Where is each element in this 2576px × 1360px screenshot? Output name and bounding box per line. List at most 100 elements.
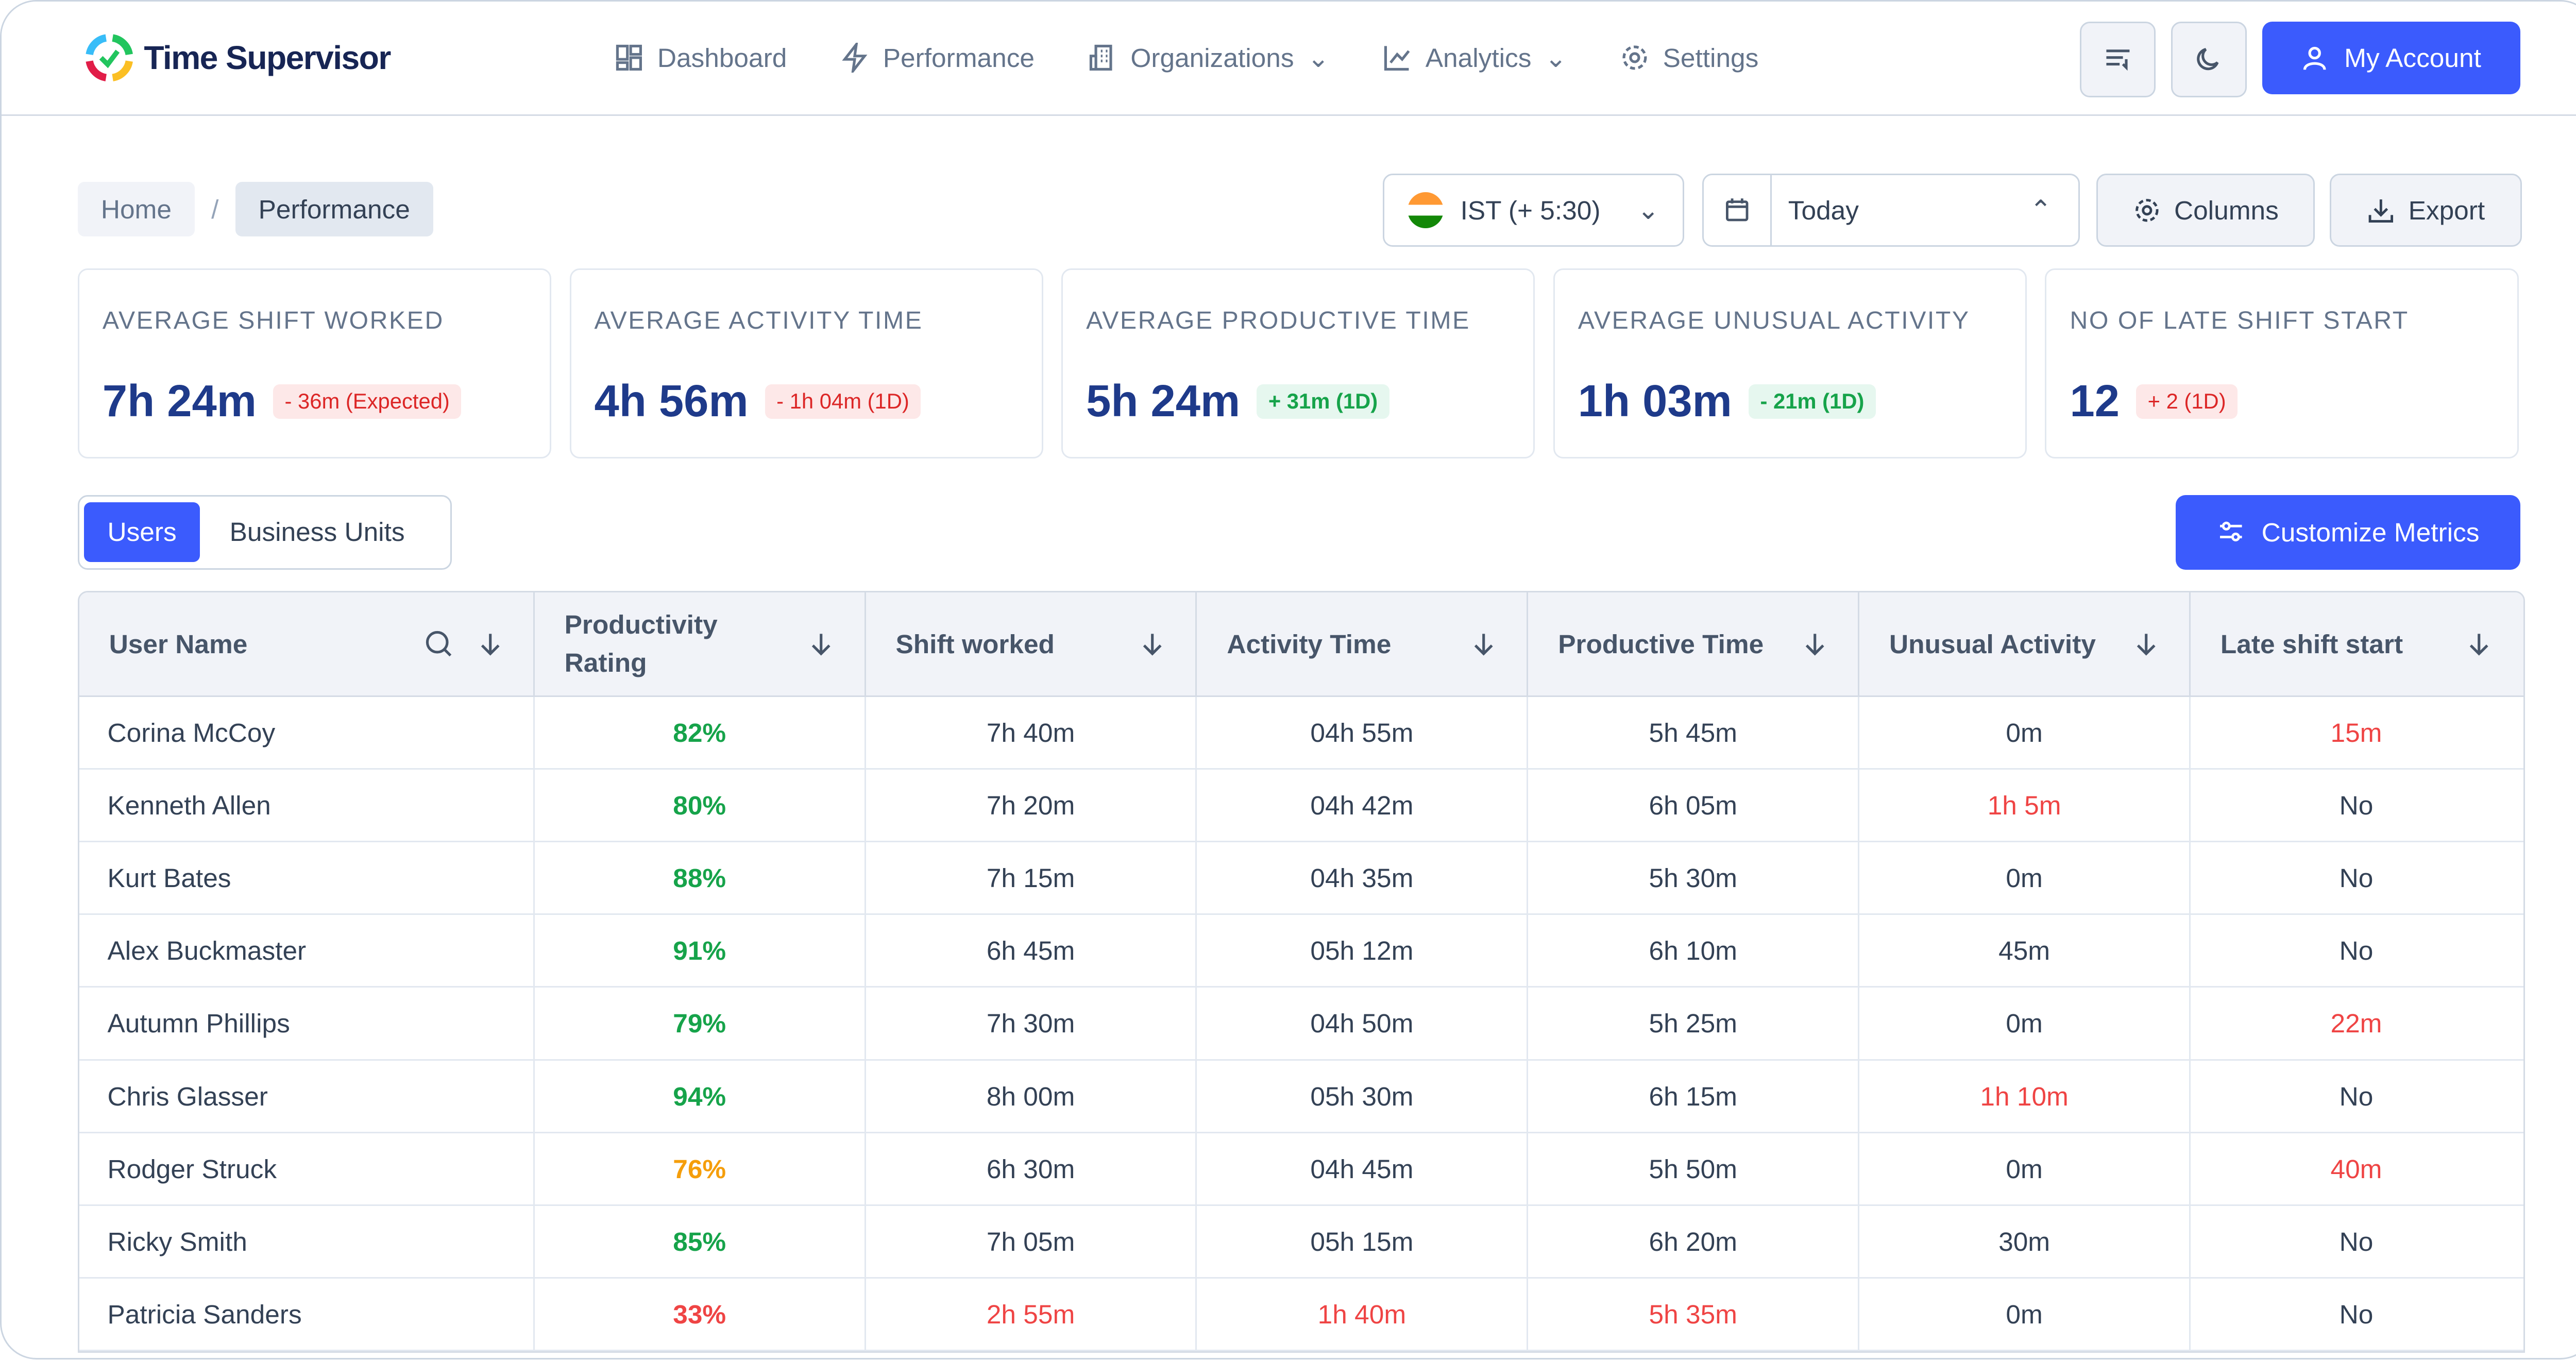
table-cell: No [2339, 790, 2374, 820]
table-cell: 1h 10m [1859, 1060, 2191, 1132]
chevron-up-icon: ⌃ [2029, 195, 2052, 225]
tab-business-units[interactable]: Business Units [229, 517, 405, 547]
nav-dashboard[interactable]: Dashboard [614, 42, 787, 73]
table-cell: Kurt Bates [79, 842, 535, 914]
sort-arrow-icon[interactable] [477, 631, 503, 657]
column-header-label: Late shift start [2220, 628, 2403, 659]
my-account-button[interactable]: My Account [2262, 21, 2520, 94]
sort-arrow-icon[interactable] [2133, 631, 2159, 657]
table-cell: Alex Buckmaster [79, 915, 535, 987]
metric-card: AVERAGE ACTIVITY TIME 4h 56m - 1h 04m (1… [569, 268, 1043, 459]
table-row[interactable]: Kenneth Allen 80% 7h 20m 04h 42m 6h 05m 1h 5m… [79, 769, 2524, 842]
nav-label: Analytics [1425, 43, 1532, 73]
customize-metrics-button[interactable]: Customize Metrics [2176, 495, 2520, 570]
metric-card: AVERAGE UNUSUAL ACTIVITY 1h 03m - 21m (1… [1553, 268, 2027, 459]
search-icon[interactable] [424, 629, 454, 659]
table-cell: 91% [535, 915, 866, 987]
metric-value: 5h 24m [1086, 376, 1241, 427]
columns-button[interactable]: Columns [2096, 174, 2315, 247]
view-toggle: Users Business Units [77, 495, 452, 570]
column-header[interactable]: User Name [79, 592, 535, 695]
table-row[interactable]: Chris Glasser 94% 8h 00m 05h 30m 6h 15m 1h 10… [79, 1060, 2524, 1133]
logo[interactable]: Time Supervisor [84, 33, 391, 82]
table-row[interactable]: Kurt Bates 88% 7h 15m 04h 35m 5h 30m 0m No [79, 842, 2524, 915]
sort-arrow-icon[interactable] [1139, 631, 1165, 657]
export-button[interactable]: Export [2330, 174, 2522, 247]
metric-value: 7h 24m [102, 376, 257, 427]
table-cell: 7h 20m [866, 769, 1197, 841]
column-header-label: Unusual Activity [1889, 628, 2096, 659]
sort-arrow-icon[interactable] [1470, 631, 1497, 657]
column-header[interactable]: Unusual Activity [1859, 592, 2191, 695]
column-header[interactable]: Productivity Rating [535, 592, 866, 695]
table-cell: 5h 50m [1528, 1133, 1860, 1204]
table-cell: Chris Glasser [79, 1060, 535, 1132]
table-cell: 5h 30m [1528, 842, 1860, 914]
column-header[interactable]: Late shift start [2191, 592, 2522, 695]
dark-mode-button[interactable] [2171, 21, 2247, 97]
table-cell: 7h 40m [866, 696, 1197, 768]
sort-arrow-icon[interactable] [1802, 631, 1828, 657]
table-cell: 6h 30m [866, 1133, 1197, 1204]
table-row[interactable]: Alex Buckmaster 91% 6h 45m 05h 12m 6h 10m 45m… [79, 915, 2524, 988]
timezone-select[interactable]: IST (+ 5:30) ⌄ [1382, 174, 1684, 247]
table-cell: 80% [535, 769, 866, 841]
table-header-row: User Name Productivity Rating Shift worked… [79, 592, 2524, 697]
table-cell: 33% [535, 1279, 866, 1350]
nav-settings[interactable]: Settings [1620, 42, 1758, 73]
column-header[interactable]: Activity Time [1197, 592, 1529, 695]
metric-delta-badge: - 21m (1D) [1748, 384, 1876, 419]
moon-icon [2196, 48, 2218, 71]
sort-arrow-icon[interactable] [808, 631, 834, 657]
export-label: Export [2408, 195, 2485, 225]
table-cell: 05h 12m [1197, 915, 1529, 987]
column-header-label: User Name [109, 628, 248, 659]
metric-value: 12 [2070, 376, 2120, 427]
main-nav: Dashboard Performance Organizations ⌄ An… [614, 2, 1758, 114]
table-cell: 5h 35m [1528, 1279, 1860, 1350]
sort-arrow-icon[interactable] [2466, 631, 2492, 657]
metric-delta-badge: + 2 (1D) [2136, 384, 2238, 419]
table-cell: 45m [1859, 915, 2191, 987]
tab-users[interactable]: Users [84, 502, 200, 563]
table-cell: 0m [1859, 1133, 2191, 1204]
nav-organizations[interactable]: Organizations ⌄ [1088, 42, 1330, 74]
app-title: Time Supervisor [144, 39, 391, 77]
table-row[interactable]: Ricky Smith 85% 7h 05m 05h 15m 6h 20m 30m No [79, 1205, 2524, 1279]
nav-analytics[interactable]: Analytics ⌄ [1382, 42, 1567, 74]
chevron-down-icon: ⌄ [1307, 42, 1330, 73]
table-row[interactable]: Patricia Sanders 33% 2h 55m 1h 40m 5h 35m 0m N… [79, 1279, 2524, 1352]
metric-delta-badge: - 1h 04m (1D) [765, 384, 921, 419]
table-row[interactable]: Autumn Phillips 79% 7h 30m 04h 50m 5h 25m 0m 2… [79, 988, 2524, 1061]
table-cell: 6h 15m [1528, 1060, 1860, 1132]
metric-title: AVERAGE SHIFT WORKED [102, 307, 444, 335]
gear-icon [1622, 45, 1647, 70]
chevron-down-icon: ⌄ [1545, 42, 1567, 73]
table-row[interactable]: Rodger Struck 76% 6h 30m 04h 45m 5h 50m 0m 40m [79, 1133, 2524, 1206]
breadcrumb-home[interactable]: Home [77, 182, 195, 237]
logo-icon [86, 34, 133, 81]
table-cell: 6h 10m [1528, 915, 1860, 987]
column-header[interactable]: Productive Time [1528, 592, 1860, 695]
table-cell: 88% [535, 842, 866, 914]
date-range-select[interactable]: Today ⌃ [1702, 174, 2080, 247]
table-row[interactable]: Corina McCoy 82% 7h 40m 04h 55m 5h 45m 0m 15m [79, 696, 2524, 770]
dashboard-icon [616, 45, 642, 71]
table-cell: 0m [1859, 1279, 2191, 1350]
metric-title: AVERAGE ACTIVITY TIME [594, 307, 923, 335]
metric-card: AVERAGE SHIFT WORKED 7h 24m - 36m (Expec… [77, 268, 552, 459]
lightning-icon [842, 43, 868, 73]
table-cell: 2h 55m [866, 1279, 1197, 1350]
nav-label: Dashboard [657, 43, 787, 73]
list-toggle-button[interactable] [2079, 21, 2156, 97]
table-cell: Rodger Struck [79, 1133, 535, 1204]
metric-title: AVERAGE UNUSUAL ACTIVITY [1578, 307, 1970, 335]
table-cell: 0m [1859, 696, 2191, 768]
nav-performance[interactable]: Performance [840, 42, 1035, 73]
top-navbar: Time Supervisor Dashboard Performance Or… [2, 2, 2576, 116]
column-header[interactable]: Shift worked [866, 592, 1197, 695]
table-cell: 04h 55m [1197, 696, 1529, 768]
table-cell: 04h 50m [1197, 988, 1529, 1059]
table-cell: 04h 42m [1197, 769, 1529, 841]
column-header-label: Activity Time [1227, 628, 1392, 659]
